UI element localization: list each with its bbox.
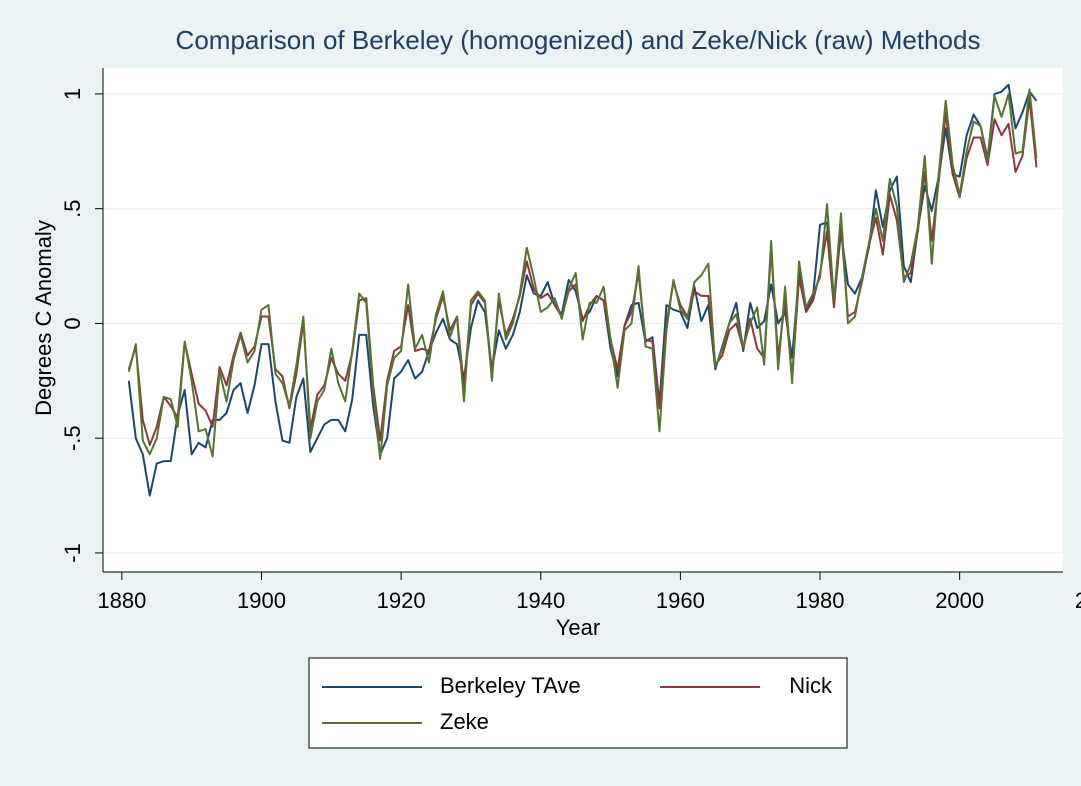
x-tick-label: 1980 <box>796 588 845 613</box>
x-axis-label: Year <box>556 615 600 640</box>
legend-label: Zeke <box>440 709 489 734</box>
y-tick-label: -1 <box>60 543 85 563</box>
y-tick-label: -.5 <box>60 425 85 451</box>
x-tick-label: 1940 <box>516 588 565 613</box>
series-line <box>127 88 1038 460</box>
x-tick-label: 2020 <box>1075 588 1081 613</box>
y-axis-label: Degrees C Anomaly <box>31 220 56 416</box>
legend-box <box>308 657 848 749</box>
legend-label: Nick <box>789 673 833 698</box>
series-line <box>127 97 1038 447</box>
x-tick-label: 1880 <box>97 588 146 613</box>
x-tick-label: 1920 <box>377 588 426 613</box>
legend-label: Berkeley TAve <box>440 673 581 698</box>
y-tick-label: .5 <box>60 200 85 218</box>
x-tick-label: 1900 <box>237 588 286 613</box>
y-tick-label: 1 <box>60 88 85 100</box>
x-tick-label: 1960 <box>656 588 705 613</box>
x-tick-label: 2000 <box>935 588 984 613</box>
y-tick-label: 0 <box>60 317 85 329</box>
chart-title: Comparison of Berkeley (homogenized) and… <box>176 25 981 55</box>
